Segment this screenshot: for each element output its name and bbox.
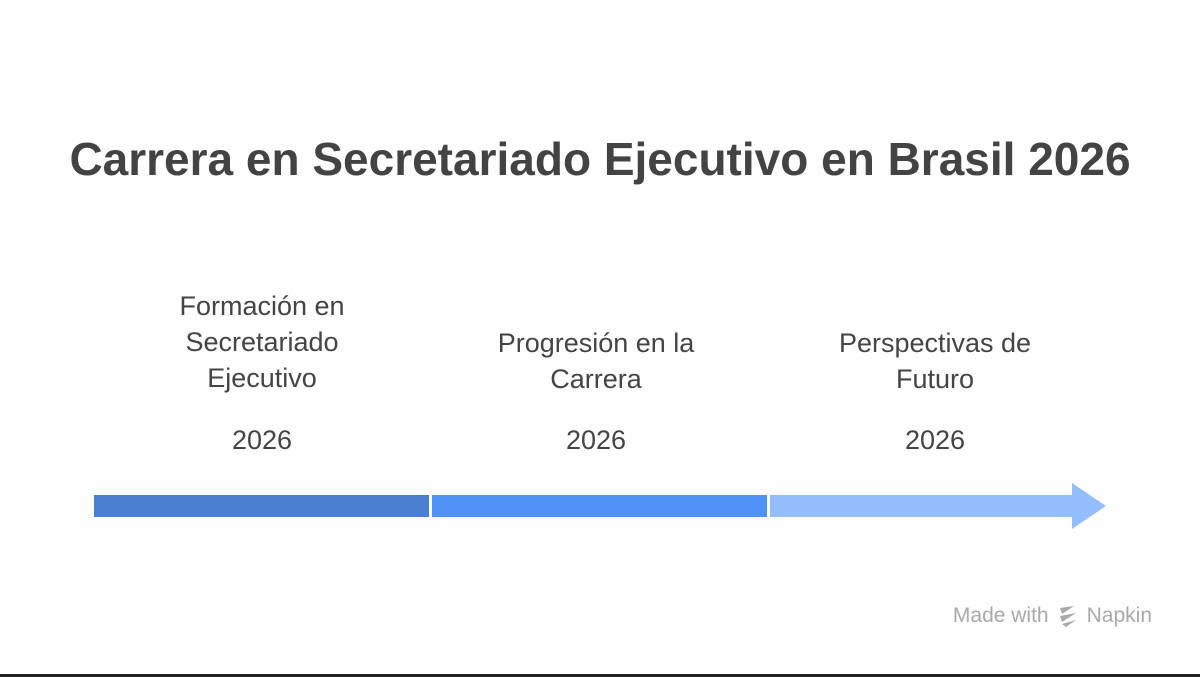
stage-perspectivas: Perspectivas de Futuro 2026 [785, 0, 1085, 677]
branding-text: Made with [952, 604, 1049, 627]
stage-progresion: Progresión en la Carrera 2026 [446, 0, 746, 677]
timeline-segment-perspectivas [770, 483, 1106, 529]
stage-formacion: Formación en Secretariado Ejecutivo 2026 [112, 0, 412, 677]
stage-label-line: Carrera [550, 364, 642, 394]
stage-year: 2026 [904, 425, 966, 455]
timeline-segment-formacion [94, 495, 429, 517]
diagram-title: Carrera en Secretariado Ejecutivo en Bra… [69, 133, 1131, 185]
stage-label-line: Ejecutivo [207, 363, 317, 393]
stage-label-line: Secretariado [185, 327, 339, 357]
napkin-logo-icon [1059, 606, 1076, 627]
stage-label-line: Progresión en la [497, 328, 695, 358]
stage-year: 2026 [565, 425, 627, 455]
stage-year: 2026 [231, 425, 293, 455]
branding: Made with Napkin [953, 604, 1152, 628]
stage-label-line: Perspectivas de [838, 328, 1032, 358]
bottom-border [0, 674, 1200, 677]
stage-label: Perspectivas de Futuro [785, 325, 1085, 397]
timeline-segment-progresion [432, 495, 767, 517]
stage-label-line: Formación en [179, 291, 345, 321]
stage-label: Progresión en la Carrera [446, 325, 746, 397]
stage-label-line: Futuro [895, 364, 975, 394]
stage-label: Formación en Secretariado Ejecutivo [112, 288, 412, 396]
branding-name: Napkin [1086, 604, 1152, 627]
